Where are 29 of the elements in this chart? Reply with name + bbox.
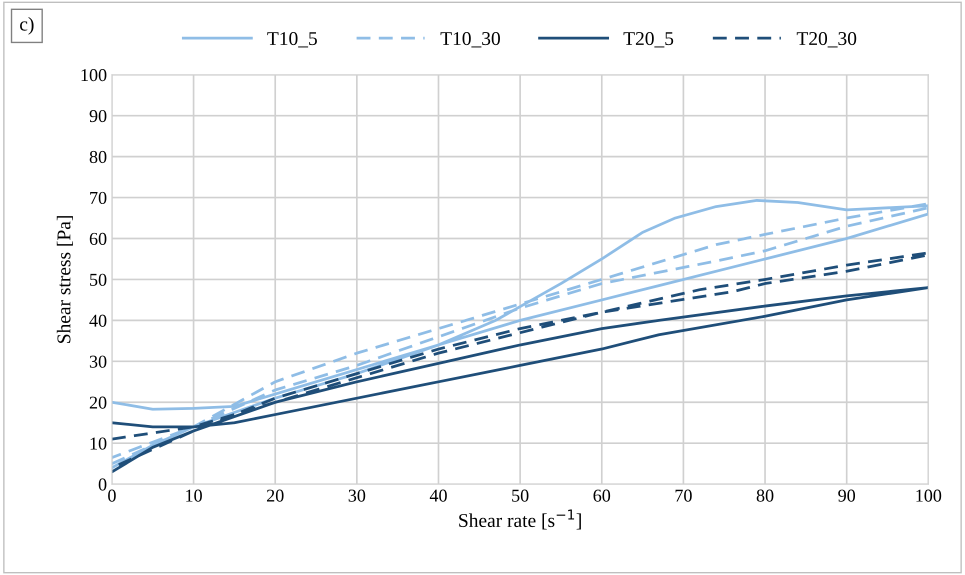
x-tick-label: 80 (756, 490, 774, 502)
x-tick-label: 70 (676, 490, 692, 502)
y-tick-label: 50 (90, 274, 106, 286)
y-tick-label: 10 (90, 437, 106, 450)
y-tick-label: 20 (90, 396, 106, 409)
y-tick-label: 80 (90, 150, 106, 164)
y-tick-label: 30 (90, 356, 106, 368)
x-tick-label: 40 (430, 490, 447, 502)
y-tick-label: 100 (82, 69, 106, 82)
legend-label: T10_30 (440, 32, 500, 48)
x-tick-label: 90 (838, 490, 856, 502)
x-tick-label: 30 (348, 490, 366, 502)
x-tick-label: 0 (108, 490, 116, 502)
legend-label: T20_5 (624, 32, 674, 48)
x-tick-label: 50 (512, 490, 528, 502)
y-tick-label: 70 (90, 192, 106, 204)
y-tick-label: 0 (98, 478, 106, 491)
y-axis-title: Shear stress [Pa] (56, 216, 73, 343)
text: c) (20, 17, 34, 35)
x-tick-label: 100 (916, 490, 942, 502)
x-tick-label: 60 (594, 490, 610, 502)
y-tick-label: 40 (89, 314, 106, 327)
y-tick-label: 60 (90, 232, 106, 245)
legend-label: T20_30 (796, 32, 856, 48)
x-tick-label: 10 (186, 490, 202, 502)
x-tick-label: 20 (266, 490, 284, 502)
x-axis-title: Shear rate [s$^{−1}$] (459, 510, 581, 530)
legend-label: T10_5 (267, 32, 317, 48)
y-tick-label: 90 (90, 110, 106, 122)
